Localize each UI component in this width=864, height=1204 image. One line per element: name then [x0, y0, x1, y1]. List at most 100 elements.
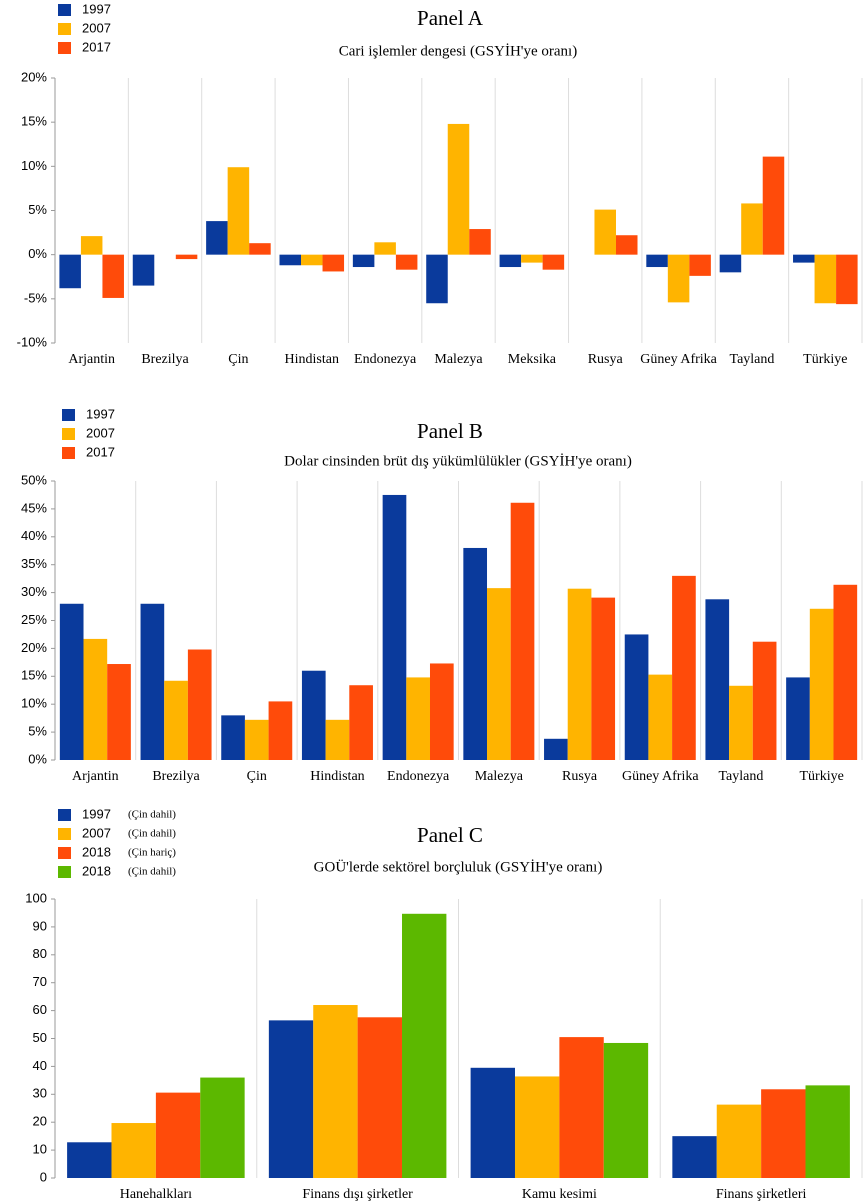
panel-subtitle: GOÜ'lerde sektörel borçluluk (GSYİH'ye o…: [314, 858, 603, 875]
x-tick-label: Türkiye: [799, 769, 843, 784]
bar: [567, 588, 592, 760]
x-tick-label: Hindistan: [310, 769, 364, 784]
y-tick-label: 10: [33, 1142, 47, 1157]
bar: [406, 677, 430, 760]
bar: [752, 641, 777, 760]
x-tick-label: Çin: [247, 769, 267, 784]
bar: [382, 494, 407, 760]
panel-subtitle: Dolar cinsinden brüt dış yükümlülükler (…: [284, 453, 632, 469]
bar: [836, 254, 858, 305]
bar: [59, 254, 81, 289]
bar: [672, 1136, 717, 1178]
bar: [719, 254, 742, 273]
bar: [594, 209, 616, 255]
bar: [268, 701, 293, 760]
x-tick-label: Türkiye: [803, 352, 847, 367]
y-tick-label: 30%: [21, 584, 47, 599]
bar: [833, 584, 858, 760]
bar: [603, 1042, 649, 1178]
x-tick-label: Güney Afrika: [640, 352, 717, 367]
legend-swatch: [62, 428, 75, 440]
bar: [805, 1085, 850, 1178]
legend-label: 2007: [82, 20, 111, 35]
bar: [132, 254, 155, 286]
y-tick-label: 5%: [28, 724, 47, 739]
y-tick-label: 40: [33, 1058, 47, 1073]
bar: [667, 254, 690, 303]
bar: [107, 664, 131, 760]
legend-label: 2017: [82, 39, 111, 54]
bar: [591, 597, 616, 760]
y-tick-label: 15%: [21, 114, 47, 129]
y-tick-label: 10%: [21, 696, 47, 711]
x-tick-label: Finans şirketleri: [716, 1187, 807, 1202]
legend-label: 2018: [82, 863, 111, 878]
x-tick-label: Tayland: [730, 352, 775, 367]
bar: [487, 588, 511, 760]
x-tick-label: Malezya: [434, 352, 483, 367]
x-tick-label: Meksika: [508, 352, 557, 367]
y-tick-label: 100: [25, 890, 47, 905]
bar: [80, 236, 103, 255]
legend-swatch: [62, 409, 75, 421]
bar: [741, 203, 763, 255]
bar: [646, 254, 668, 268]
y-tick-label: 20%: [21, 69, 47, 84]
y-tick-label: 50%: [21, 472, 47, 487]
panel-title: Panel C: [417, 823, 483, 847]
bar: [786, 677, 810, 760]
bar: [402, 913, 447, 1178]
bar: [227, 167, 250, 255]
y-tick-label: -5%: [24, 290, 48, 305]
bar: [325, 719, 350, 760]
bar: [140, 603, 165, 760]
x-tick-label: Finans dışı şirketler: [302, 1187, 413, 1202]
x-tick-label: Rusya: [588, 352, 624, 367]
legend-swatch: [58, 866, 71, 878]
bar: [244, 719, 269, 760]
y-tick-label: 20: [33, 1114, 47, 1129]
legend-swatch: [58, 828, 71, 840]
legend-label: 2007: [82, 825, 111, 840]
legend-swatch: [58, 809, 71, 821]
legend-label: 2018: [82, 844, 111, 859]
x-tick-label: Arjantin: [68, 352, 115, 367]
bar: [313, 1005, 358, 1178]
x-tick-label: Hindistan: [285, 352, 339, 367]
x-tick-label: Hanehalkları: [120, 1187, 192, 1202]
y-tick-label: 60: [33, 1002, 47, 1017]
bar: [352, 254, 375, 268]
bar: [648, 674, 673, 760]
bar: [301, 254, 323, 266]
bar: [689, 254, 711, 276]
legend-qualifier: (Çin dahil): [128, 828, 176, 840]
bar: [155, 1092, 201, 1178]
bar: [762, 156, 785, 255]
bar: [521, 254, 543, 263]
bar: [470, 1067, 515, 1178]
y-tick-label: 90: [33, 918, 47, 933]
legend-qualifier: (Çin dahil): [128, 809, 176, 821]
bar: [426, 254, 448, 304]
bar: [559, 1037, 604, 1178]
legend-label: 2017: [86, 444, 115, 459]
bar: [175, 254, 198, 260]
x-tick-label: Rusya: [562, 769, 598, 784]
bar: [164, 680, 188, 760]
bar: [102, 254, 124, 298]
panel-subtitle: Cari işlemler dengesi (GSYİH'ye oranı): [339, 43, 577, 59]
bar: [469, 229, 491, 255]
bar: [67, 1142, 112, 1178]
bar: [761, 1089, 806, 1178]
y-tick-label: -10%: [17, 334, 48, 349]
legend-swatch: [58, 4, 71, 16]
legend-swatch: [62, 447, 75, 459]
y-tick-label: 5%: [28, 202, 47, 217]
bar: [279, 254, 302, 266]
bar: [268, 1020, 314, 1178]
bar: [499, 254, 522, 268]
legend-qualifier: (Çin dahil): [128, 866, 176, 878]
legend-swatch: [58, 23, 71, 35]
y-tick-label: 0%: [28, 751, 47, 766]
